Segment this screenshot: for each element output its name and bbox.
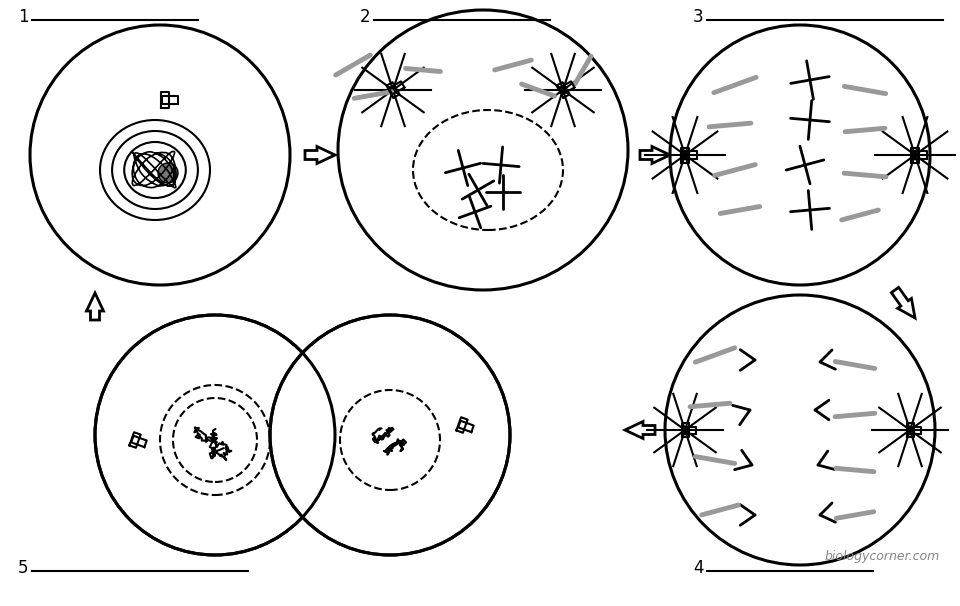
Text: 2: 2 — [360, 8, 371, 26]
Ellipse shape — [158, 163, 178, 183]
Text: 4: 4 — [693, 559, 704, 577]
Text: 5: 5 — [18, 559, 29, 577]
Ellipse shape — [270, 315, 510, 555]
Text: 3: 3 — [693, 8, 704, 26]
Text: 1: 1 — [18, 8, 29, 26]
Ellipse shape — [95, 315, 335, 555]
Text: biologycorner.com: biologycorner.com — [825, 550, 940, 563]
